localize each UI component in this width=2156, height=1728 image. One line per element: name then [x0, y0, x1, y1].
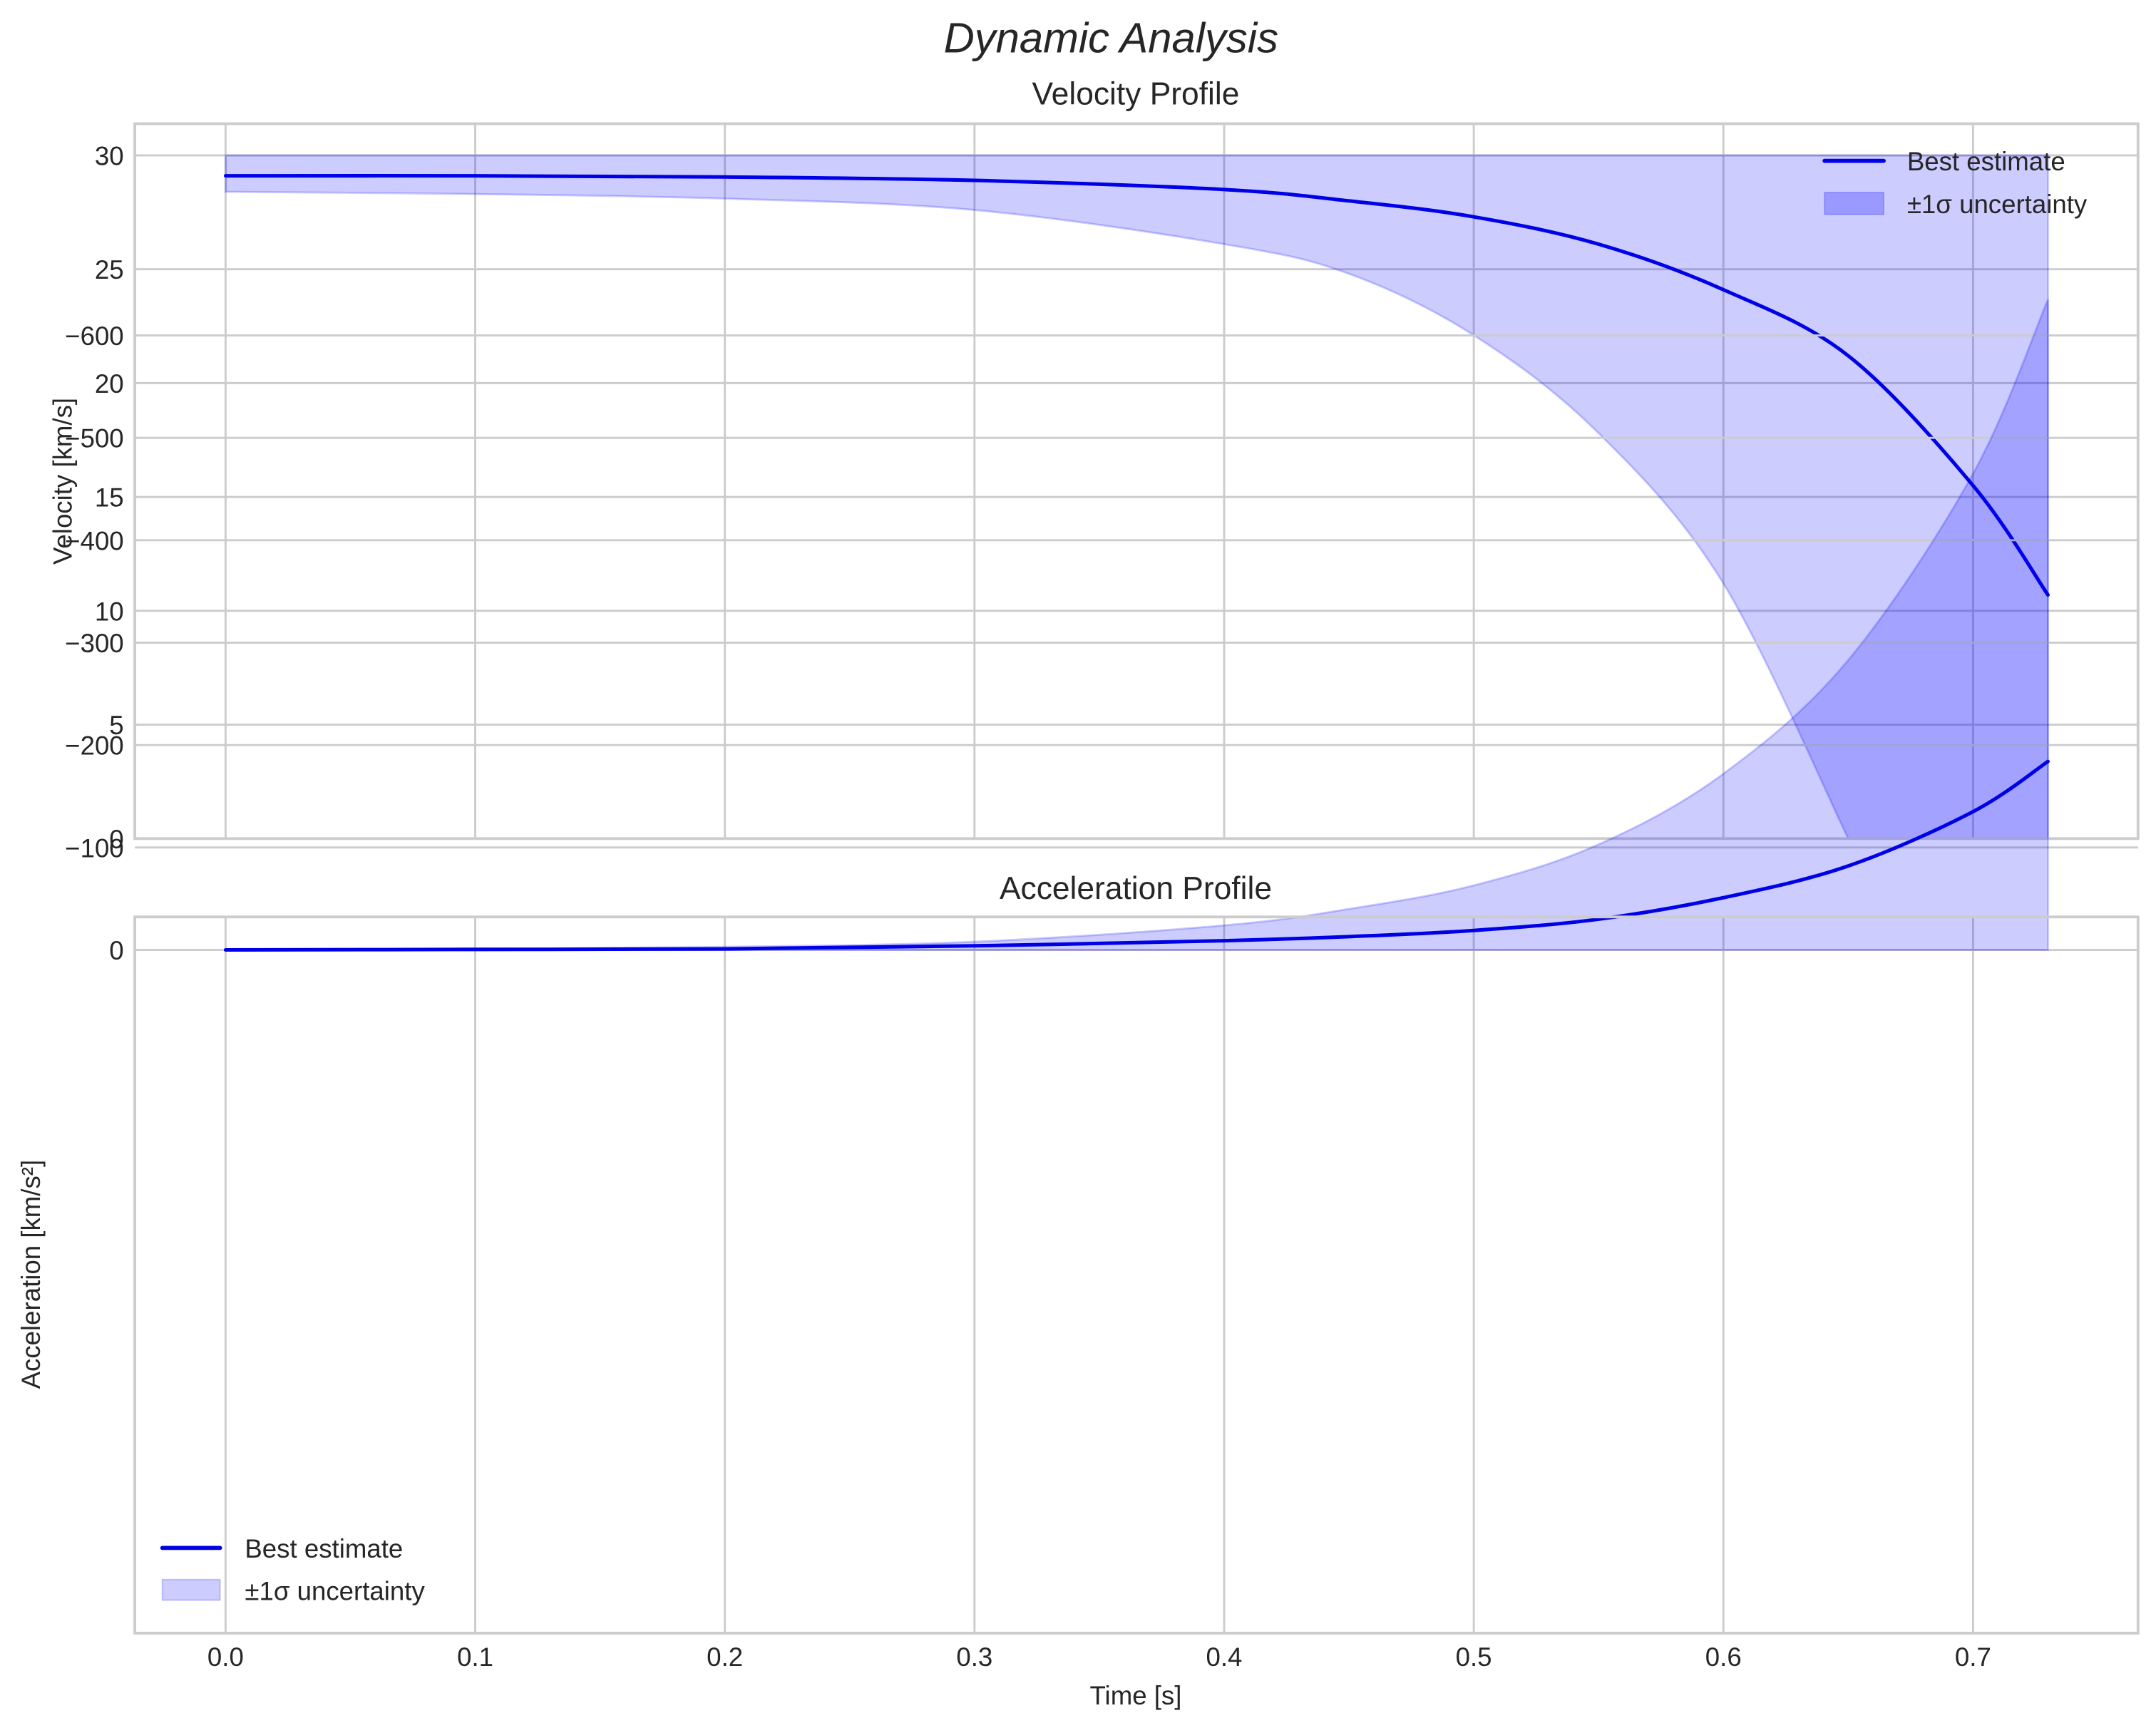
legend-patch-icon [1824, 192, 1885, 215]
x-tick-label: 0.7 [1955, 1642, 1991, 1672]
velocity-title: Velocity Profile [1032, 77, 1240, 112]
velocity-best-estimate-line [223, 174, 2050, 597]
x-tick-label: 0.3 [956, 1642, 992, 1672]
acceleration-panel: Acceleration Profile 0−100−200−300−400−5… [16, 299, 2140, 1710]
acceleration-axes-frame [133, 915, 2140, 1635]
x-axis-label: Time [s] [1090, 1681, 1182, 1710]
y-tick-label: 25 [95, 255, 124, 284]
y-tick-label: −600 [65, 322, 124, 351]
legend-label-uncertainty: ±1σ uncertainty [245, 1577, 425, 1606]
x-tick-label: 0.6 [1705, 1642, 1742, 1672]
figure-suptitle: Dynamic Analysis [944, 14, 1278, 61]
x-tick-label: 0.0 [207, 1642, 244, 1672]
legend-label-best-estimate: Best estimate [1907, 147, 2065, 176]
x-tick-label: 0.1 [457, 1642, 493, 1672]
x-tick-label: 0.5 [1456, 1642, 1492, 1672]
velocity-uncertainty-band [224, 154, 2049, 840]
acceleration-title: Acceleration Profile [1000, 871, 1272, 906]
legend-label-best-estimate: Best estimate [245, 1534, 403, 1563]
x-tick-label: 0.2 [707, 1642, 743, 1672]
acceleration-y-ticks: 0−100−200−300−400−500−600 [65, 322, 124, 965]
legend-patch-icon [161, 1578, 221, 1601]
acceleration-ylabel: Acceleration [km/s²] [16, 1160, 46, 1389]
y-tick-label: 30 [95, 141, 124, 170]
y-tick-label: 0 [109, 825, 123, 854]
y-tick-label: −400 [65, 526, 124, 555]
x-tick-label: 0.4 [1206, 1642, 1243, 1672]
y-tick-label: 5 [109, 711, 123, 740]
y-tick-label: 0 [109, 936, 123, 965]
y-tick-label: −300 [65, 629, 124, 658]
velocity-y-ticks: 0 5 10 15 20 25 30 [95, 141, 124, 853]
y-tick-label: −500 [65, 424, 124, 453]
legend-label-uncertainty: ±1σ uncertainty [1907, 190, 2088, 219]
y-tick-label: 10 [95, 597, 124, 626]
y-tick-label: −100 [65, 833, 124, 863]
velocity-ylabel: Velocity [km/s] [48, 398, 77, 565]
velocity-panel: Velocity Profile 0 5 10 15 20 25 30 Velocity [… [48, 77, 2140, 854]
y-tick-label: 15 [95, 483, 124, 513]
acceleration-legend: Best estimate ±1σ uncertainty [160, 1534, 425, 1606]
y-tick-label: −200 [65, 731, 124, 761]
acceleration-best-estimate-line [223, 759, 2050, 952]
velocity-axes-frame [133, 122, 2140, 840]
velocity-legend: Best estimate ±1σ uncertainty [1822, 147, 2088, 219]
y-tick-label: 20 [95, 369, 124, 398]
x-axis-ticks: 0.0 0.1 0.2 0.3 0.4 0.5 0.6 0.7 [207, 1642, 1991, 1672]
